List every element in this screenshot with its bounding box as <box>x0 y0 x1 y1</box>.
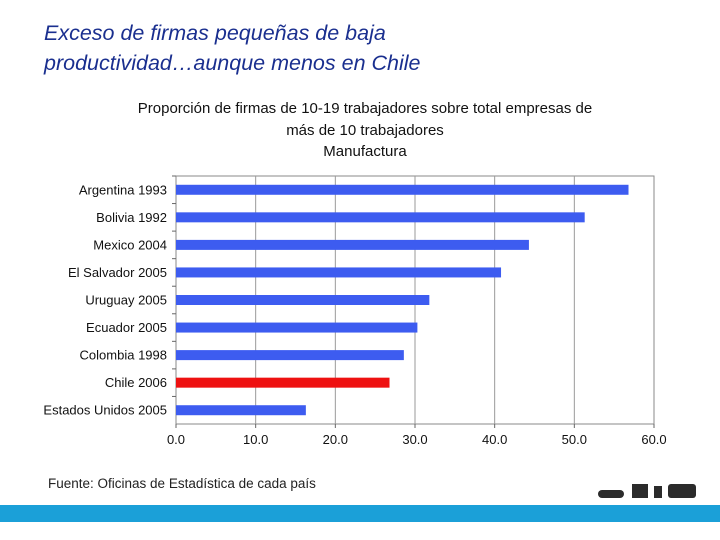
bar <box>176 322 418 333</box>
bar <box>176 405 306 416</box>
category-label: Ecuador 2005 <box>86 320 167 335</box>
x-tick-label: 30.0 <box>402 432 427 447</box>
chart-title-line-2: más de 10 trabajadores <box>286 121 444 139</box>
bar <box>176 377 390 388</box>
bar <box>176 184 629 195</box>
chart-title-line-1: Proporción de firmas de 10-19 trabajador… <box>137 100 593 117</box>
bar <box>176 267 502 278</box>
category-label: Estados Unidos 2005 <box>43 403 167 418</box>
chart-title: Proporción de firmas de 10-19 trabajador… <box>90 98 640 163</box>
slide-title-line-2: productividad…aunque menos en Chile <box>44 51 421 75</box>
category-label: Colombia 1998 <box>80 348 167 363</box>
x-tick-label: 60.0 <box>641 432 666 447</box>
slide-title: Exceso de firmas pequeñas de baja produc… <box>44 18 644 78</box>
category-label: Argentina 1993 <box>79 182 167 197</box>
x-tick-label: 50.0 <box>562 432 587 447</box>
x-tick-label: 40.0 <box>482 432 507 447</box>
category-label: El Salvador 2005 <box>68 265 167 280</box>
chart-title-line-3: Manufactura <box>323 143 407 160</box>
category-label: Mexico 2004 <box>93 237 167 252</box>
source-note: Fuente: Oficinas de Estadística de cada … <box>48 476 316 491</box>
bar <box>176 212 585 223</box>
bid-logo <box>598 484 696 498</box>
x-tick-label: 0.0 <box>167 432 185 447</box>
bar <box>176 239 529 250</box>
x-tick-label: 20.0 <box>323 432 348 447</box>
bar <box>176 350 404 361</box>
bar-chart: 0.0 10.0 20.0 30.0 40.0 50.0 60.0 Argentina 199… <box>43 175 667 447</box>
footer-bar <box>0 505 720 522</box>
category-label: Uruguay 2005 <box>85 293 167 308</box>
slide-title-line-1: Exceso de firmas pequeñas de baja <box>44 21 386 45</box>
bar <box>176 295 430 305</box>
x-tick-label: 10.0 <box>243 432 268 447</box>
category-label: Chile 2006 <box>105 375 167 390</box>
category-label: Bolivia 1992 <box>96 210 167 225</box>
